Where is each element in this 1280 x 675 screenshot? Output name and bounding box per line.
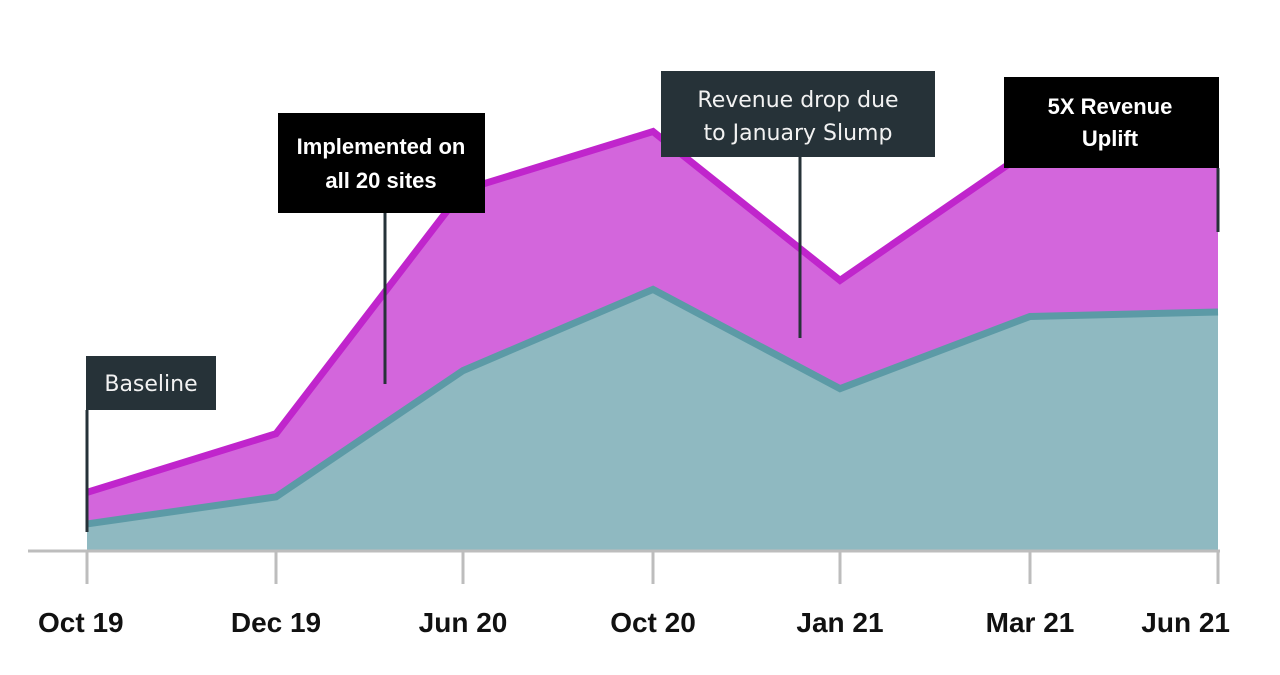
annotation-revenue-uplift-text-1: 5X Revenue bbox=[1048, 94, 1173, 119]
x-tick-label-0: Oct 19 bbox=[38, 607, 124, 638]
area-layer bbox=[85, 127, 1219, 551]
area-uplift bbox=[87, 131, 1218, 524]
annotation-implemented-text-2: all 20 sites bbox=[325, 168, 436, 193]
annotation-baseline-text: Baseline bbox=[104, 372, 197, 397]
annotation-january-slump-text-1: Revenue drop due bbox=[697, 88, 898, 113]
line-base bbox=[86, 285, 1219, 528]
x-tick-label-5: Mar 21 bbox=[986, 607, 1075, 638]
x-tick-label-4: Jan 21 bbox=[796, 607, 883, 638]
x-tick-label-2: Jun 20 bbox=[419, 607, 508, 638]
annotation-baseline-box bbox=[86, 356, 216, 410]
annotation-january-slump-box bbox=[661, 71, 935, 157]
annotation-implemented: Implemented on all 20 sites bbox=[278, 113, 485, 384]
x-tick-labels: Oct 19 Dec 19 Jun 20 Oct 20 Jan 21 Mar 21 Jun … bbox=[38, 607, 1230, 638]
x-tick-label-1: Dec 19 bbox=[231, 607, 321, 638]
annotation-implemented-box bbox=[278, 113, 485, 213]
x-tick-label-3: Oct 20 bbox=[610, 607, 696, 638]
annotation-revenue-uplift-text-2: Uplift bbox=[1082, 126, 1139, 151]
x-axis bbox=[28, 549, 1220, 584]
x-tick-label-6: Jun 21 bbox=[1141, 607, 1230, 638]
annotation-implemented-text-1: Implemented on bbox=[297, 134, 466, 159]
area-base bbox=[87, 289, 1218, 551]
annotation-baseline: Baseline bbox=[85, 356, 216, 532]
annotation-revenue-uplift: 5X Revenue Uplift bbox=[1004, 77, 1220, 232]
annotation-january-slump: Revenue drop due to January Slump bbox=[661, 71, 935, 338]
annotation-revenue-uplift-box bbox=[1004, 77, 1219, 168]
annotation-january-slump-text-2: to January Slump bbox=[704, 121, 893, 146]
